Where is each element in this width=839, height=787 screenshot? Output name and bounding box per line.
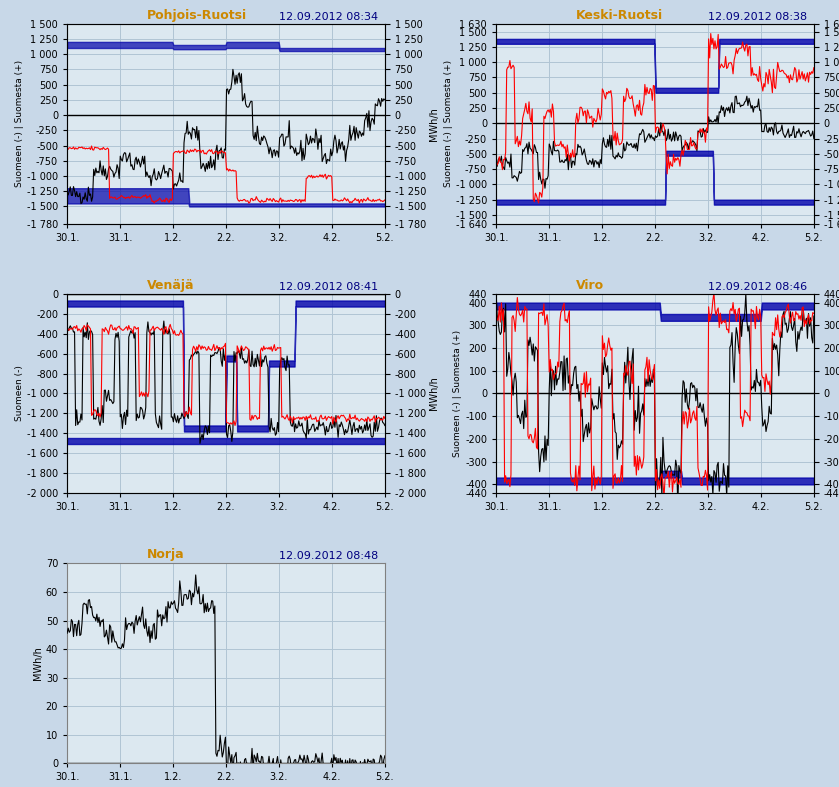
Y-axis label: MWh/h: MWh/h	[429, 376, 439, 411]
Text: Norja: Norja	[147, 549, 185, 561]
Text: 12.09.2012 08:38: 12.09.2012 08:38	[708, 12, 807, 21]
Y-axis label: Suomeen (-): Suomeen (-)	[15, 366, 24, 421]
Text: 12.09.2012 08:41: 12.09.2012 08:41	[279, 282, 378, 291]
Y-axis label: Suomeen (-) | Suomesta (+): Suomeen (-) | Suomesta (+)	[444, 60, 453, 187]
Y-axis label: MWh/h: MWh/h	[33, 646, 43, 680]
Y-axis label: MWh/h: MWh/h	[429, 107, 439, 141]
Text: 12.09.2012 08:46: 12.09.2012 08:46	[708, 282, 807, 291]
Text: Pohjois-Ruotsi: Pohjois-Ruotsi	[147, 9, 247, 21]
Y-axis label: Suomeen (-) | Suomesta (+): Suomeen (-) | Suomesta (+)	[15, 60, 24, 187]
Text: Venäjä: Venäjä	[147, 279, 194, 291]
Text: 12.09.2012 08:34: 12.09.2012 08:34	[279, 12, 378, 21]
Y-axis label: Suomeen (-) | Suomesta (+): Suomeen (-) | Suomesta (+)	[453, 330, 462, 457]
Text: 12.09.2012 08:48: 12.09.2012 08:48	[279, 552, 378, 561]
Text: Viro: Viro	[576, 279, 603, 291]
Text: Keski-Ruotsi: Keski-Ruotsi	[576, 9, 663, 21]
